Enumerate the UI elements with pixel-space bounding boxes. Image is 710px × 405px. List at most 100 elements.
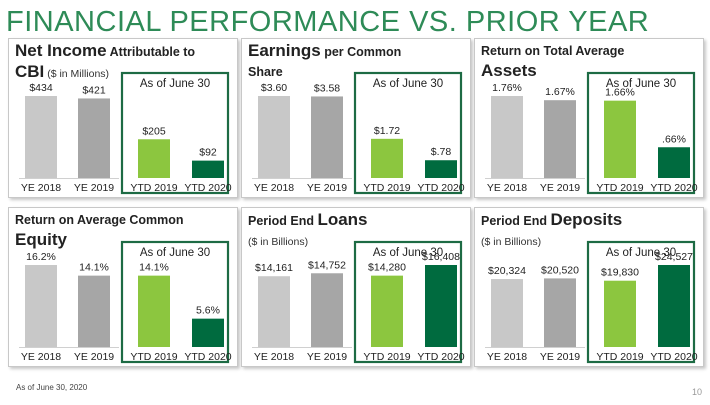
loans-panel: Period End Loans ($ in Billions) As of Ju… xyxy=(241,207,471,367)
chart-title-part: Attributable to xyxy=(106,45,196,59)
bar-ye-2019 xyxy=(311,96,343,178)
category-label-ye-2018: YE 2018 xyxy=(254,351,294,363)
value-label-ye-2018: $14,161 xyxy=(255,262,293,274)
bar-ytd-2019 xyxy=(604,100,636,178)
bar-ye-2018 xyxy=(25,265,57,347)
value-label-ye-2019: $14,752 xyxy=(308,259,346,271)
bar-ytd-2020 xyxy=(658,147,690,178)
bar-ye-2018 xyxy=(25,96,57,178)
bar-ye-2019 xyxy=(311,273,343,347)
bar-ytd-2019 xyxy=(371,138,403,178)
bar-ye-2018 xyxy=(491,279,523,347)
ytd-highlight-box xyxy=(353,240,463,364)
bar-ytd-2020 xyxy=(658,265,690,347)
category-label-ytd-2020: YTD 2020 xyxy=(184,351,231,363)
category-label-ytd-2019: YTD 2019 xyxy=(130,351,177,363)
category-label-ytd-2019: YTD 2019 xyxy=(363,182,410,194)
value-label-ye-2019: $421 xyxy=(82,84,106,96)
value-label-ye-2019: 1.67% xyxy=(545,86,575,98)
value-label-ytd-2019: $19,830 xyxy=(601,267,639,279)
footnote: As of June 30, 2020 xyxy=(16,383,88,392)
box-label: As of June 30 xyxy=(140,78,210,90)
chart-title-part: Return on Total Average xyxy=(481,44,625,58)
chart-title-part: ($ in Billions) xyxy=(481,236,542,248)
box-label: As of June 30 xyxy=(606,78,676,90)
box-label: As of June 30 xyxy=(606,247,676,259)
bar-ytd-2019 xyxy=(138,139,170,178)
ytd-highlight-box xyxy=(353,71,463,195)
category-label-ye-2018: YE 2018 xyxy=(487,182,527,194)
eps-chart: As of June 30 $3.60 YE 2018 $3.58 YE 2019 $1.… xyxy=(252,71,465,195)
chart-title-part: Period End xyxy=(481,214,551,228)
chart-title-part: ($ in Billions) xyxy=(248,236,309,248)
box-label: As of June 30 xyxy=(140,247,210,259)
category-label-ytd-2020: YTD 2020 xyxy=(417,182,464,194)
deposits-title: Period End Deposits ($ in Billions) xyxy=(481,210,699,252)
value-label-ytd-2020: $24,527 xyxy=(655,251,693,263)
deposits-chart: As of June 30 $20,324 YE 2018 $20,520 YE 201… xyxy=(485,240,698,364)
chart-title-part: Period End xyxy=(248,214,318,228)
value-label-ye-2019: 14.1% xyxy=(79,262,109,274)
value-label-ye-2018: $3.60 xyxy=(261,82,287,94)
category-label-ye-2019: YE 2019 xyxy=(307,182,347,194)
category-label-ytd-2020: YTD 2020 xyxy=(184,182,231,194)
value-label-ye-2019: $20,520 xyxy=(541,264,579,276)
chart-title-part: per Common xyxy=(320,45,402,59)
ytd-highlight-box xyxy=(586,240,696,364)
chart-title-part: Deposits xyxy=(550,210,623,229)
bar-ye-2019 xyxy=(544,100,576,178)
value-label-ye-2018: 1.76% xyxy=(492,82,522,94)
value-label-ytd-2020: 5.6% xyxy=(196,305,220,317)
value-label-ytd-2019: $1.72 xyxy=(374,125,400,137)
category-label-ye-2018: YE 2018 xyxy=(21,351,61,363)
chart-title-part: Earnings xyxy=(248,41,321,60)
ytd-highlight-box xyxy=(120,240,230,364)
category-label-ytd-2019: YTD 2019 xyxy=(130,182,177,194)
eps-title: Earnings per Common Share xyxy=(248,41,466,82)
bar-ytd-2020 xyxy=(192,318,224,347)
value-label-ye-2018: $434 xyxy=(29,82,53,94)
bar-ytd-2019 xyxy=(371,275,403,347)
category-label-ye-2018: YE 2018 xyxy=(21,182,61,194)
box-label: As of June 30 xyxy=(373,78,443,90)
category-label-ytd-2019: YTD 2019 xyxy=(363,351,410,363)
loans-chart: As of June 30 $14,161 YE 2018 $14,752 YE 201… xyxy=(252,240,465,364)
deposits-panel: Period End Deposits ($ in Billions) As of… xyxy=(474,207,704,367)
ytd-highlight-box xyxy=(586,71,696,195)
box-label: As of June 30 xyxy=(373,247,443,259)
value-label-ytd-2020: $.78 xyxy=(431,146,452,158)
chart-title-part: Net Income xyxy=(15,41,107,60)
category-label-ytd-2019: YTD 2019 xyxy=(596,351,643,363)
category-label-ytd-2020: YTD 2020 xyxy=(417,351,464,363)
bar-ytd-2019 xyxy=(604,280,636,347)
bar-ye-2019 xyxy=(544,278,576,347)
roace-panel: Return on Average Common Equity As of Jun… xyxy=(8,207,238,367)
category-label-ye-2019: YE 2019 xyxy=(74,182,114,194)
bar-ytd-2020 xyxy=(425,160,457,178)
value-label-ytd-2019: 1.66% xyxy=(605,87,635,99)
value-label-ytd-2019: 14.1% xyxy=(139,262,169,274)
chart-title-part: ($ in Millions) xyxy=(44,68,110,80)
category-label-ytd-2019: YTD 2019 xyxy=(596,182,643,194)
chart-title-part: Equity xyxy=(15,230,67,249)
roace-title: Return on Average Common Equity xyxy=(15,210,233,251)
chart-title-part: CBI xyxy=(15,62,45,81)
roace-chart: As of June 30 16.2% YE 2018 14.1% YE 2019 14.… xyxy=(19,240,232,364)
category-label-ye-2018: YE 2018 xyxy=(254,182,294,194)
chart-title-part: Share xyxy=(248,65,283,79)
bar-ye-2019 xyxy=(78,275,110,347)
ytd-highlight-box xyxy=(120,71,230,195)
value-label-ytd-2020: $92 xyxy=(199,147,217,159)
value-label-ytd-2019: $205 xyxy=(142,125,166,137)
bar-ytd-2020 xyxy=(192,160,224,178)
value-label-ytd-2019: $14,280 xyxy=(368,262,406,274)
bar-ye-2018 xyxy=(491,96,523,178)
category-label-ytd-2020: YTD 2020 xyxy=(650,351,697,363)
page-number: 10 xyxy=(692,387,703,397)
net-income-panel: Net Income Attributable to CBI ($ in Mill… xyxy=(8,38,238,198)
category-label-ye-2019: YE 2019 xyxy=(540,182,580,194)
value-label-ye-2018: 16.2% xyxy=(26,251,56,263)
value-label-ye-2019: $3.58 xyxy=(314,82,340,94)
eps-panel: Earnings per Common Share As of June 30 $3… xyxy=(241,38,471,198)
category-label-ye-2018: YE 2018 xyxy=(487,351,527,363)
